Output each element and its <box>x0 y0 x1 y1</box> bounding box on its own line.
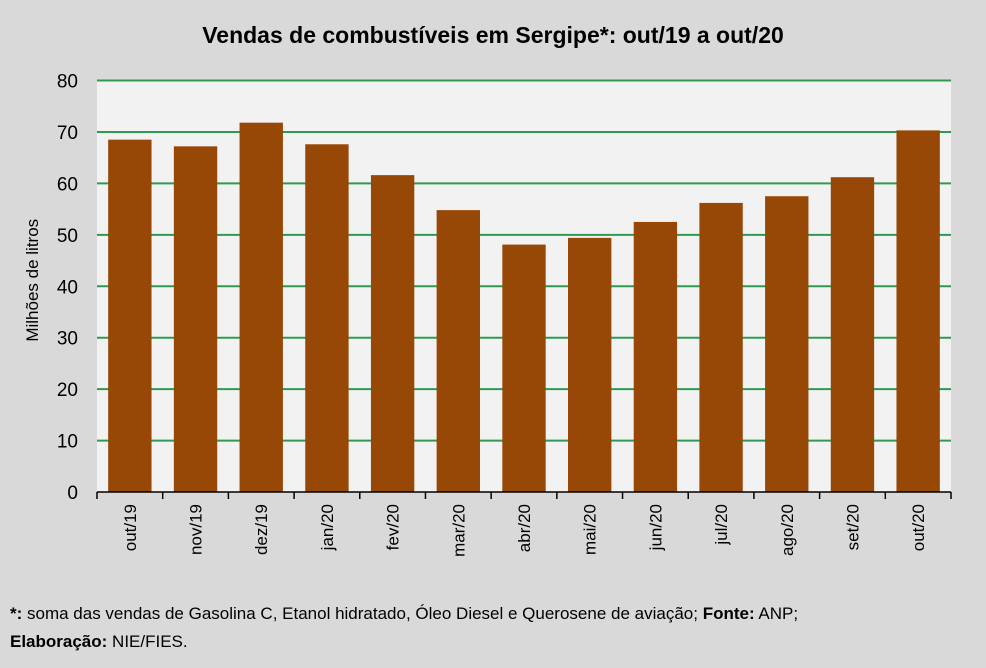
footnote: *: soma das vendas de Gasolina C, Etanol… <box>10 600 798 656</box>
bar <box>896 130 940 492</box>
footnote-star-text: soma das vendas de Gasolina C, Etanol hi… <box>22 604 703 623</box>
x-tick-label: ago/20 <box>778 504 797 556</box>
y-tick-label: 50 <box>57 226 78 247</box>
bar <box>699 202 743 492</box>
x-tick-label: jun/20 <box>646 504 665 551</box>
x-tick-label: mai/20 <box>581 504 600 555</box>
y-tick-label: 0 <box>67 483 78 504</box>
footnote-elab-text: NIE/FIES. <box>107 632 188 651</box>
y-axis-label: Milhões de litros <box>23 219 42 342</box>
bar <box>370 175 415 492</box>
x-tick-label: set/20 <box>843 504 862 550</box>
bar <box>173 146 218 492</box>
bar <box>830 177 875 492</box>
x-tick-label: mar/20 <box>449 504 468 557</box>
y-tick-label: 20 <box>57 380 78 401</box>
bar <box>765 196 809 492</box>
bar <box>108 139 152 492</box>
x-tick-label: abr/20 <box>515 504 534 552</box>
x-tick-label: fev/20 <box>384 504 403 550</box>
footnote-star-label: *: <box>10 604 23 623</box>
y-tick-label: 70 <box>57 123 78 144</box>
footnote-source-text: ANP; <box>754 604 799 623</box>
footnote-elab-label: Elaboração: <box>10 632 108 651</box>
bar <box>305 144 349 492</box>
bar <box>568 237 612 492</box>
y-tick-label: 40 <box>57 277 78 298</box>
bar <box>633 221 678 492</box>
x-tick-label: out/20 <box>909 504 928 551</box>
x-tick-label: jan/20 <box>318 504 337 551</box>
x-tick-label: dez/19 <box>252 504 271 555</box>
bar <box>502 244 546 492</box>
x-tick-label: jul/20 <box>712 504 731 546</box>
bar-chart: 0 10 20 30 40 50 60 70 80 out/19 nov/19 dez/19 jan/2… <box>23 72 952 557</box>
y-tick-label: 80 <box>57 72 78 93</box>
bar <box>436 210 480 492</box>
y-tick-label: 10 <box>57 432 78 453</box>
y-tick-label: 60 <box>57 174 78 195</box>
x-tick-label: out/19 <box>121 504 140 551</box>
bar <box>239 122 283 493</box>
chart-title: Vendas de combustíveis em Sergipe*: out/… <box>202 22 784 48</box>
y-tick-label: 30 <box>57 329 78 350</box>
footnote-source-label: Fonte: <box>702 604 755 623</box>
x-tick-label: nov/19 <box>187 504 206 555</box>
